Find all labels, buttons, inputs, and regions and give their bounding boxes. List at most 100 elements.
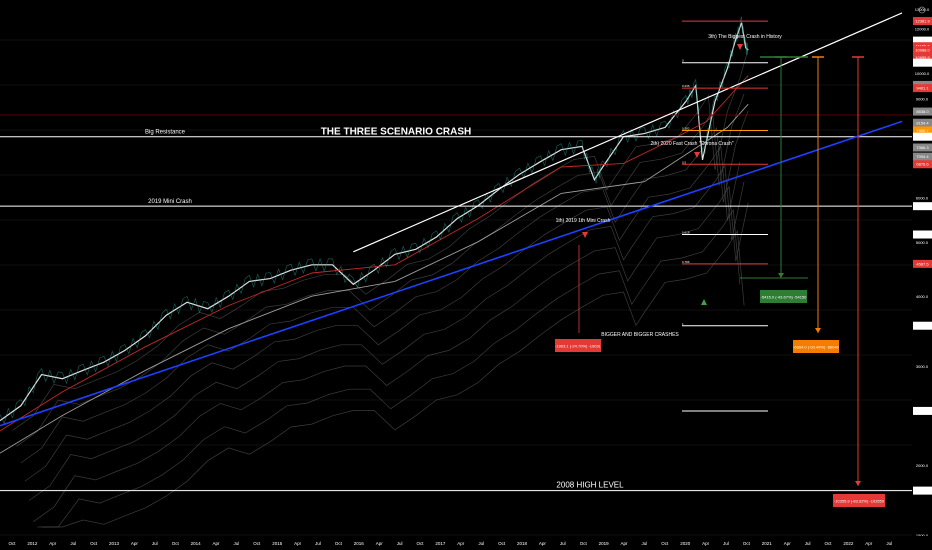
y-axis-price-label: 6876.6 (916, 162, 929, 167)
y-tick-label: 12000.0 (915, 27, 930, 32)
y-axis-price-label: 10988.0 (915, 48, 930, 53)
y-axis-price-box (913, 259, 932, 268)
y-axis-price-label: 4567.5 (916, 261, 929, 266)
y-axis-price-box (913, 53, 932, 62)
y-axis-price-box (913, 406, 932, 415)
y-tick-label: 13000.0 (915, 7, 930, 12)
x-tick-label: 2020 (680, 541, 691, 546)
y-tick-label: 6000.0 (916, 195, 929, 200)
y-tick-label: 10000.0 (915, 71, 930, 76)
x-tick-label: Jul (723, 541, 729, 546)
fib-level-label: 0.382 (682, 126, 690, 130)
x-tick-label: Oct (416, 541, 424, 546)
annotations: 3th) The Biggest Crash in History 2th) 20… (556, 34, 783, 338)
x-tick-label: Oct (580, 541, 588, 546)
measurement-box (793, 340, 839, 353)
y-tick-label: 3000.0 (916, 364, 929, 369)
ma-ribbon-line (20, 110, 749, 464)
annotation-text: 3th) The Biggest Crash in History (708, 34, 782, 40)
x-tick-label: 2018 (517, 541, 528, 546)
annotation-text: BIGGER AND BIGGER CRASHES (601, 332, 679, 338)
y-axis-price-label: 7366.3 (916, 145, 929, 150)
fib-level-label: 0.5 (682, 160, 687, 164)
annotation-text: 2th) 2020 Fast Crash "Corona Crash" (650, 141, 733, 147)
y-axis-price-box (913, 486, 932, 495)
crash-arrow-icon (737, 44, 743, 50)
x-tick-label: 2015 (272, 541, 283, 546)
x-tick-label: Apr (457, 541, 465, 546)
y-axis-price-label: 11425.7 (915, 38, 930, 43)
measurement-label: -5415.0 (-43.67%) -54150 (761, 295, 808, 300)
arrow-head (855, 481, 861, 486)
measurement-box (555, 339, 601, 352)
crash-arrow-icon (694, 152, 700, 158)
x-tick-label: Apr (49, 541, 57, 546)
x-axis: Oct 2012 Apr Jul Oct 2013 Apr Jul Oct 2014 Apr Jul O… (0, 536, 932, 550)
support-trendline (0, 120, 903, 427)
x-tick-label: 2014 (191, 541, 202, 546)
y-tick-label: 4000.0 (916, 294, 929, 299)
y-axis-price-label: 5152.9 (916, 232, 929, 237)
y-tick-label: 1500.0 (916, 533, 929, 538)
y-tick-label: 9000.0 (916, 97, 929, 102)
x-tick-label: Apr (212, 541, 220, 546)
x-tick-label: Oct (335, 541, 343, 546)
x-tick-label: Oct (498, 541, 506, 546)
moving-average-ribbons (12, 48, 749, 528)
x-tick-label: Jul (560, 541, 566, 546)
x-tick-label: Apr (376, 541, 384, 546)
measurement-label: -6664.0 (-53.49%) -66640 (793, 345, 840, 350)
y-axis-price-label: 7900.7 (916, 128, 929, 133)
y-axis-price-label: 10655.5 (915, 55, 930, 60)
trendlines (0, 12, 903, 427)
y-tick-label: 5000.0 (916, 240, 929, 245)
x-tick-label: Jul (315, 541, 321, 546)
y-axis-price-box (913, 84, 932, 93)
y-axis-price-box (913, 58, 932, 67)
y-axis-price-label: 5789.1 (916, 204, 929, 209)
ma-ribbon-line (24, 145, 741, 482)
series-line-1 (0, 75, 749, 432)
y-axis-price-box (913, 321, 932, 330)
y-axis-price-box (913, 160, 932, 169)
y-axis-price-box (913, 17, 932, 26)
x-tick-label: Jul (886, 541, 892, 546)
x-axis-background (0, 536, 932, 550)
x-tick-label: Jul (70, 541, 76, 546)
fib-level-label: 0.236 (682, 84, 690, 88)
ma-ribbon-line (33, 185, 749, 522)
measurement-box (760, 290, 807, 303)
x-tick-label: Jul (805, 541, 811, 546)
x-tick-label: Apr (539, 541, 547, 546)
y-axis: 13000.012000.011000.010000.09000.08000.0… (912, 0, 932, 550)
level-label: 2019 Mini Crash (148, 199, 192, 205)
x-tick-label: Oct (90, 541, 98, 546)
x-tick-label: Oct (253, 541, 261, 546)
ma-ribbon-line (28, 164, 745, 501)
ma-ribbon-line (37, 208, 741, 528)
x-tick-label: Jul (152, 541, 158, 546)
y-axis-price-box (913, 143, 932, 152)
settings-icon (918, 6, 926, 14)
x-tick-label: Oct (172, 541, 180, 546)
x-tick-label: Oct (8, 541, 16, 546)
y-axis-price-label: 8154.4 (916, 120, 929, 125)
measurement-box (833, 494, 885, 507)
crash-projections: 0 0.236 0.382 0.5 0.618 0.786 1 -5415.0 (-43.67… (555, 20, 885, 507)
y-axis-price-box (913, 126, 932, 135)
x-tick-label: 2017 (435, 541, 446, 546)
arrow-head (815, 328, 821, 333)
price-series (0, 16, 749, 454)
price-candles (0, 16, 748, 425)
fib-level-label: 1 (682, 322, 684, 326)
y-axis-price-label: 12381.9 (915, 19, 930, 24)
y-axis-price-box (913, 118, 932, 127)
x-tick-label: 2021 (762, 541, 773, 546)
fib-level-label: 0 (682, 59, 684, 63)
fib-level-label: 0.786 (682, 260, 690, 264)
ma-ribbon-line (16, 93, 745, 447)
y-tick-label: 2000.0 (916, 463, 929, 468)
ma-ribbon-line (12, 48, 749, 431)
